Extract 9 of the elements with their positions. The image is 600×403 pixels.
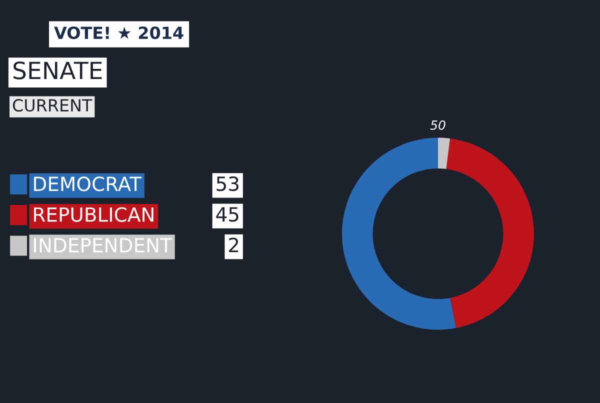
data-label: 53 [216,176,238,192]
data-label: 45 [216,207,238,222]
text: VOTE! ★ 2014 [54,26,184,40]
legend-label: DEMOCRAT [34,176,142,192]
chart-subtitle: CURRENT [12,99,92,112]
chart-title: SENATE [14,62,102,80]
legend-label: REPUBLICAN [34,207,154,222]
text: 50 [430,120,446,130]
data-label: 2 [229,238,238,252]
